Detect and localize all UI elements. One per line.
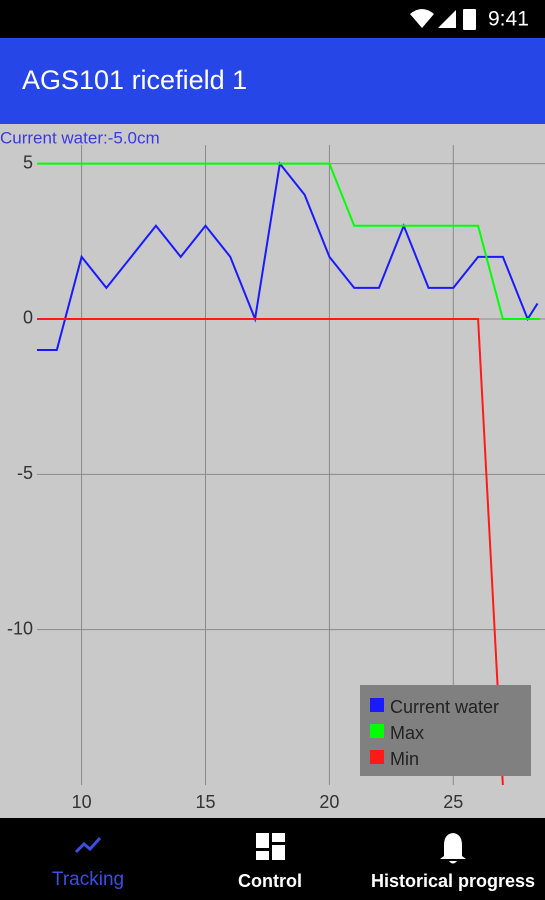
plot: 10 15 20 25 5 0 -5 -10 xyxy=(7,145,545,812)
x-tick-label: 25 xyxy=(443,792,463,812)
legend-label: Current water xyxy=(390,697,499,717)
y-tick-label: 5 xyxy=(23,152,33,172)
y-tick-label: -10 xyxy=(7,618,33,638)
app-title: AGS101 ricefield 1 xyxy=(22,65,247,95)
series-line xyxy=(37,162,541,320)
legend-items: Current water Max Min xyxy=(370,697,499,769)
legend-label: Max xyxy=(390,723,424,743)
legend-swatch xyxy=(370,724,384,738)
y-tick-label: -5 xyxy=(17,463,33,483)
wifi-icon xyxy=(410,9,434,28)
battery-icon xyxy=(463,9,476,30)
x-tick-label: 10 xyxy=(72,792,92,812)
legend-label: Min xyxy=(390,749,419,769)
legend-swatch xyxy=(370,698,384,712)
legend-swatch xyxy=(370,750,384,764)
nav-historical[interactable]: Historical progress xyxy=(371,871,535,891)
nav-control[interactable]: Control xyxy=(238,871,302,891)
control-icon[interactable] xyxy=(256,833,285,860)
bell-icon[interactable] xyxy=(440,833,466,864)
y-tick-label: 0 xyxy=(23,308,33,328)
signal-icon xyxy=(438,10,456,28)
tracking-icon[interactable] xyxy=(74,836,102,854)
app-bar xyxy=(0,38,545,124)
chart-title: Current water:-5.0cm xyxy=(0,128,160,147)
series-line xyxy=(37,161,539,352)
nav-tracking[interactable]: Tracking xyxy=(52,869,124,890)
x-tick-label: 15 xyxy=(195,792,215,812)
x-tick-label: 20 xyxy=(319,792,339,812)
status-time: 9:41 xyxy=(488,8,529,31)
series-line xyxy=(37,317,504,786)
legend xyxy=(360,685,531,776)
